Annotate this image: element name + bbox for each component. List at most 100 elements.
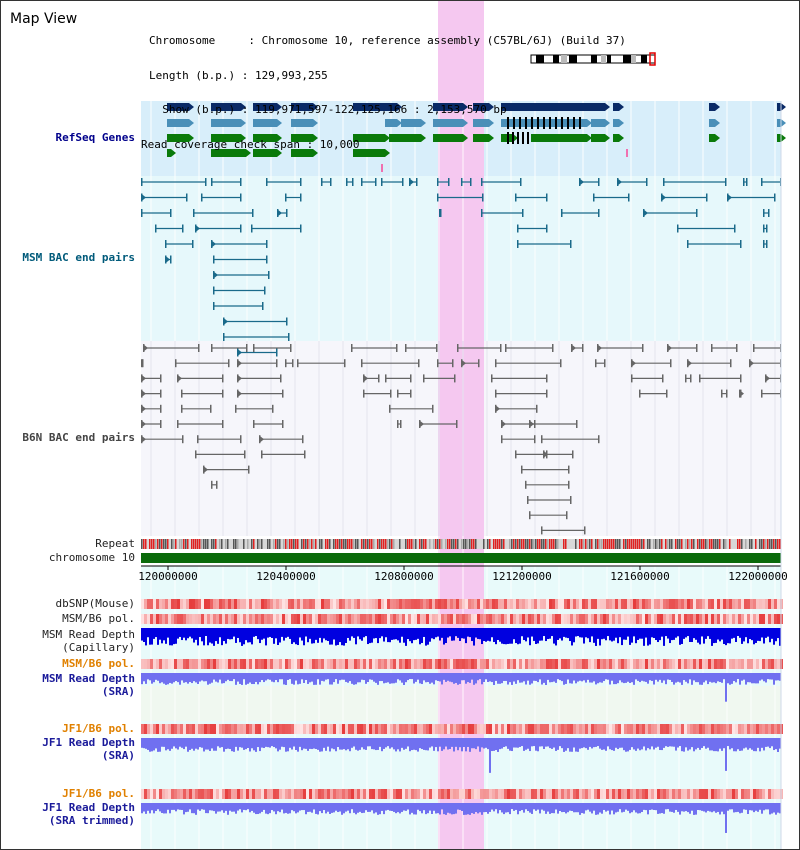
jf1-pol-density-cell bbox=[735, 724, 738, 734]
jf1-trimmed-depth-bar bbox=[337, 803, 339, 813]
refseq-gene-green bbox=[473, 134, 489, 142]
msm-pol2-density-cell bbox=[249, 659, 252, 669]
jf1-sra-depth-bar bbox=[735, 738, 737, 752]
jf1-pol2-density-cell bbox=[498, 789, 501, 799]
track-label-jf1-trimmed[interactable]: JF1 Read Depth bbox=[42, 801, 135, 814]
jf1-sra-depth-bar bbox=[363, 738, 365, 750]
jf1-trimmed-depth-bar bbox=[353, 803, 355, 813]
msm-bac-pair-end bbox=[763, 224, 765, 233]
jf1-sra-depth-bar bbox=[345, 738, 347, 751]
msm-pol2-density-cell bbox=[738, 659, 741, 669]
msm-bac-pair-end bbox=[381, 178, 383, 186]
msm-sra-depth-bar bbox=[519, 673, 521, 683]
track-label-refseq[interactable]: RefSeq Genes bbox=[55, 131, 135, 144]
b6n-bac-pair-end bbox=[282, 420, 284, 428]
msm-capillary-depth-bar bbox=[537, 628, 539, 644]
track-label-jf1-pol-2[interactable]: JF1/B6 pol. bbox=[62, 787, 135, 800]
b6n-bac-pair-end bbox=[253, 344, 255, 352]
msm-sra-depth-bar bbox=[721, 673, 723, 683]
jf1-pol2-density-cell bbox=[318, 789, 321, 799]
msm-bac-pair-end bbox=[288, 333, 290, 341]
msm-pol2-density-cell bbox=[474, 659, 477, 669]
jf1-pol2-density-cell bbox=[768, 789, 771, 799]
msm-capillary-depth-bar bbox=[219, 628, 221, 638]
jf1-trimmed-depth-bar bbox=[705, 803, 707, 813]
jf1-trimmed-depth-bar bbox=[407, 803, 409, 810]
b6n-bac-pair-end bbox=[457, 344, 459, 352]
jf1-sra-depth-bar bbox=[351, 738, 353, 748]
b6n-bac-pair-end bbox=[385, 374, 387, 383]
jf1-pol-density-cell bbox=[531, 724, 534, 734]
msm-pol2-density-cell bbox=[534, 659, 537, 669]
jf1-trimmed-depth-bar bbox=[771, 803, 773, 814]
jf1-sra-depth-bar bbox=[671, 738, 673, 747]
msm-sra-depth-bar bbox=[391, 673, 393, 684]
msm-sra-depth-bar bbox=[231, 673, 233, 682]
msm-pol2-density-cell bbox=[513, 659, 516, 669]
repeat-element bbox=[197, 539, 199, 549]
jf1-trimmed-depth-bar bbox=[425, 803, 427, 815]
b6n-bac-pair-end bbox=[160, 389, 162, 398]
msm-pol2-density-cell bbox=[198, 659, 201, 669]
dbsnp-density-cell bbox=[207, 599, 210, 609]
jf1-trimmed-depth-bar bbox=[211, 803, 213, 811]
track-label-jf1-depth[interactable]: JF1 Read Depth bbox=[42, 736, 135, 749]
track-label-chromosome[interactable]: chromosome 10 bbox=[48, 551, 135, 564]
msm-pol2-density-cell bbox=[348, 659, 351, 669]
jf1-pol2-density-cell bbox=[492, 789, 495, 799]
msm-capillary-depth-bar bbox=[559, 628, 561, 639]
msm-sra-depth-bar bbox=[341, 673, 343, 680]
jf1-sra-depth-bar bbox=[515, 738, 517, 748]
track-label-dbsnp[interactable]: dbSNP(Mouse) bbox=[55, 597, 135, 610]
jf1-pol-density-cell bbox=[441, 724, 444, 734]
track-label-msm-depth-sra[interactable]: MSM Read Depth bbox=[42, 672, 135, 685]
track-label-repeat[interactable]: Repeat bbox=[95, 537, 135, 550]
jf1-pol-density-cell bbox=[654, 724, 657, 734]
msm-pol2-density-cell bbox=[222, 659, 225, 669]
track-label-msm-depth-capillary[interactable]: MSM Read Depth bbox=[42, 628, 135, 641]
track-label-msm-pol-2[interactable]: MSM/B6 pol. bbox=[62, 657, 135, 670]
dbsnp-density-cell bbox=[303, 599, 306, 609]
msm-sra-depth-bar bbox=[307, 673, 309, 684]
jf1-sra-depth-bar bbox=[607, 738, 609, 747]
msm-capillary-depth-bar bbox=[359, 628, 361, 640]
jf1-trimmed-depth-bar bbox=[383, 803, 385, 815]
msm-sra-depth-bar bbox=[325, 673, 327, 680]
assembly-info: Chromosome : Chromosome 10, reference as… bbox=[141, 12, 626, 173]
jf1-sra-depth-bar bbox=[187, 738, 189, 752]
jf1-trimmed-depth-bar bbox=[583, 803, 585, 814]
msm-pol-density-cell bbox=[354, 614, 357, 624]
msm-pol-density-cell bbox=[261, 614, 264, 624]
repeat-element bbox=[541, 539, 543, 549]
track-label-b6n-bac[interactable]: B6N BAC end pairs bbox=[22, 431, 135, 444]
jf1-sra-depth-bar bbox=[219, 738, 221, 748]
repeat-element bbox=[373, 539, 375, 549]
dbsnp-density-cell bbox=[249, 599, 252, 609]
track-label-msm-pol[interactable]: MSM/B6 pol. bbox=[62, 612, 135, 625]
repeat-element bbox=[619, 539, 621, 549]
msm-sra-depth-bar bbox=[185, 673, 187, 683]
msm-pol-density-cell bbox=[609, 614, 612, 624]
dbsnp-density-cell bbox=[639, 599, 642, 609]
jf1-pol2-density-cell bbox=[480, 789, 483, 799]
jf1-sra-depth-bar bbox=[715, 738, 717, 752]
refseq-gene-mid-arrow bbox=[619, 119, 624, 127]
msm-bac-pair-end bbox=[286, 209, 288, 217]
msm-sra-depth-bar bbox=[461, 673, 463, 681]
jf1-sra-depth-bar bbox=[697, 738, 699, 748]
track-label-jf1-pol[interactable]: JF1/B6 pol. bbox=[62, 722, 135, 735]
repeat-element bbox=[179, 539, 181, 549]
repeat-element bbox=[475, 539, 477, 549]
msm-sra-depth-bar bbox=[163, 673, 165, 684]
jf1-pol-density-cell bbox=[285, 724, 288, 734]
jf1-sra-depth-bar bbox=[635, 738, 637, 751]
msm-pol2-density-cell bbox=[585, 659, 588, 669]
track-label-msm-bac[interactable]: MSM BAC end pairs bbox=[22, 251, 135, 264]
jf1-pol-density-cell bbox=[561, 724, 564, 734]
jf1-trimmed-depth-bar bbox=[619, 803, 621, 810]
dbsnp-density-cell bbox=[690, 599, 693, 609]
msm-bac-pair-end bbox=[546, 224, 548, 233]
msm-pol2-density-cell bbox=[522, 659, 525, 669]
msm-pol2-density-cell bbox=[651, 659, 654, 669]
